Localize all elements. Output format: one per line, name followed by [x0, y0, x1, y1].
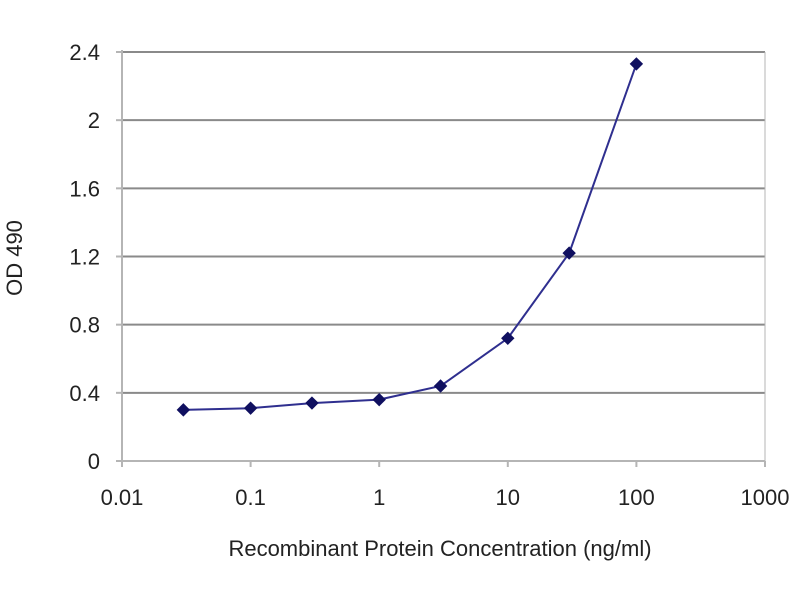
tick-labels: 0 0.4 0.8 1.2 1.6 2 2.4 0.01 0.1 1 10 100 1000	[69, 40, 789, 510]
x-tick-label: 0.1	[235, 485, 266, 510]
plot-area	[122, 51, 765, 461]
data-series	[176, 57, 644, 417]
y-tick-label: 0.8	[69, 313, 100, 338]
y-tick-label: 2	[88, 108, 100, 133]
data-point	[243, 401, 258, 415]
x-tick-label: 100	[618, 485, 655, 510]
data-point	[629, 57, 644, 71]
series-line	[183, 63, 638, 411]
y-tick-label: 0.4	[69, 381, 100, 406]
axes	[116, 50, 766, 467]
x-tick-label: 10	[496, 485, 520, 510]
y-tick-label: 0	[88, 449, 100, 474]
x-tick-label: 1	[373, 485, 385, 510]
data-point	[501, 331, 515, 346]
x-tick-label: 0.01	[101, 485, 144, 510]
y-axis-title: OD 490	[2, 220, 27, 296]
x-axis-title: Recombinant Protein Concentration (ng/ml…	[228, 536, 651, 561]
data-point	[433, 379, 448, 393]
data-point	[176, 403, 191, 417]
y-tick-label: 2.4	[69, 40, 100, 65]
y-tick-label: 1.2	[69, 245, 100, 270]
data-point	[562, 246, 576, 260]
data-point	[372, 392, 386, 407]
data-point	[305, 396, 319, 410]
x-tick-label: 1000	[741, 485, 790, 510]
y-tick-label: 1.6	[69, 176, 100, 201]
